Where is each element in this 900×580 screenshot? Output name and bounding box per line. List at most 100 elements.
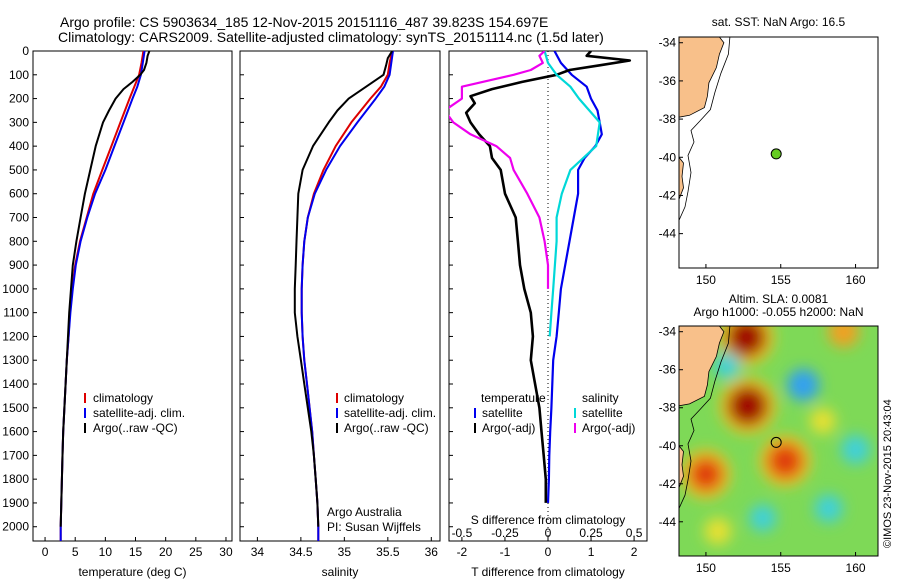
depth-tick-label: 800 [9,234,29,248]
series-line-1-argo-raw-qc- [59,51,151,527]
lat-tick-label: -38 [659,401,677,415]
x-tick-label: 35.5 [376,545,400,559]
argo-position-marker-open [770,436,782,448]
legend-label: Argo(..raw -QC) [93,421,178,435]
annotation-line2: PI: Susan Wijffels [327,520,421,534]
lat-tick-label: -36 [659,74,677,88]
legend-label: Argo(-adj) [582,421,635,435]
depth-tick-label: 1400 [2,377,29,391]
lat-tick-label: -34 [659,325,677,339]
salinity-tick-label: -0.5 [452,526,473,540]
legend-label: climatology [344,391,404,405]
sla-heatmap-group [679,326,878,556]
shelf-contour [679,326,731,509]
salinity-tick-label: 0.25 [579,526,603,540]
shelf-contour [679,37,731,221]
legend-label: satellite-adj. clim. [344,406,436,420]
depth-tick-label: 200 [9,92,29,106]
sla-blob [787,368,820,401]
panel-frame-2 [239,50,441,542]
sla-blob [749,504,777,532]
depth-tick-label: 1100 [3,306,29,320]
lat-tick-label: -42 [659,477,677,491]
x-tick-label: 10 [99,545,113,559]
x-tick-label: 36 [425,545,439,559]
lat-tick-label: -34 [659,36,677,50]
map-frame-2 [678,325,879,557]
lon-tick-label: 150 [696,561,716,575]
lat-tick-label: -40 [659,150,677,164]
sla-blob [809,408,836,435]
map2-title-line1: Altim. SLA: 0.0081 [729,292,829,306]
depth-tick-label: 1500 [2,401,29,415]
depth-tick-label: 0 [22,44,29,58]
x-tick-label: 25 [189,545,203,559]
lon-tick-label: 155 [771,273,791,287]
lon-tick-label: 160 [846,561,866,575]
x-tick-label: 5 [72,545,79,559]
figure-title-line2: Climatology: CARS2009. Satellite-adjuste… [58,29,604,45]
sla-blob [689,457,723,491]
lat-tick-label: -36 [659,363,677,377]
sla-blob-layer [681,326,871,545]
argo-position-marker [770,148,782,160]
legend-label: satellite-adj. clim. [93,406,185,420]
depth-tick-label: 1300 [2,353,29,367]
depth-tick-label: 2000 [2,520,29,534]
x-tick-label: 35 [338,545,352,559]
panel-frame-1 [32,50,233,542]
map1-title: sat. SST: NaN Argo: 16.5 [712,15,846,29]
salinity-tick-label: -0.25 [491,526,519,540]
annotation-line1: Argo Australia [327,505,402,519]
depth-tick-label: 900 [9,258,29,272]
tasmania-land [679,156,684,200]
sla-blob [828,326,860,348]
legend-heading-salinity: salinity [582,391,619,405]
depth-tick-label: 500 [9,163,29,177]
depth-tick-label: 1000 [2,282,29,296]
lat-tick-label: -44 [659,227,677,241]
x-tick-label: 30 [219,545,233,559]
depth-tick-label: 1900 [2,496,29,510]
x-axis-label: T difference from climatology [471,565,625,579]
legend-label: climatology [93,391,153,405]
x-tick-label: 15 [129,545,143,559]
x-tick-label: 2 [631,545,638,559]
series-line-2-argo-raw-qc- [293,51,394,527]
series-line-3-salinity-argo-adj- [449,51,550,289]
legend-label: satellite [482,406,523,420]
sla-blob [727,385,768,426]
map2-title-line2: Argo h1000: -0.055 h2000: NaN [693,305,863,319]
series-line-3-temperature-satellite [546,51,603,503]
depth-tick-label: 1600 [2,425,29,439]
lon-tick-label: 150 [696,273,716,287]
lat-tick-label: -40 [659,439,677,453]
depth-tick-label: 400 [9,139,29,153]
depth-tick-label: 100 [9,68,29,82]
series-line-3-salinity-satellite [543,51,601,337]
tasmania-land [679,445,684,488]
x-tick-label: 0 [545,545,552,559]
x-tick-label: 34 [251,545,265,559]
x-tick-label: 0 [42,545,49,559]
mainland-land [679,37,725,118]
depth-tick-label: 600 [9,187,29,201]
depth-tick-label: 1700 [2,448,29,462]
sla-blob [767,443,803,479]
sla-blob [726,326,766,357]
legend-label: Argo(..raw -QC) [344,421,429,435]
salinity-axis-label: S difference from climatology [471,513,626,527]
salinity-tick-label: 0.5 [626,526,643,540]
sla-blob [814,494,843,523]
sla-blob [713,352,740,379]
sla-blob [704,517,732,545]
depth-tick-label: 1800 [2,472,29,486]
lat-tick-label: -44 [659,515,677,529]
x-tick-label: 1 [588,545,595,559]
x-tick-label: 34.5 [289,545,313,559]
map-frame-1 [678,36,879,269]
x-tick-label: 20 [159,545,173,559]
salinity-tick-label: 0 [545,526,552,540]
lat-tick-label: -42 [659,188,677,202]
